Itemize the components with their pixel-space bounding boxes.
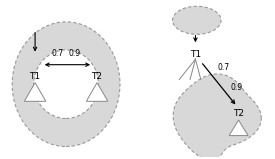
- Text: T2: T2: [92, 72, 103, 81]
- Polygon shape: [173, 74, 261, 159]
- Ellipse shape: [34, 50, 98, 118]
- Text: T1: T1: [29, 72, 41, 81]
- Ellipse shape: [172, 6, 221, 34]
- Text: 0.9: 0.9: [68, 49, 80, 59]
- Ellipse shape: [12, 22, 120, 146]
- Polygon shape: [24, 83, 46, 101]
- Text: T1: T1: [190, 50, 201, 59]
- Text: 0.7: 0.7: [217, 62, 229, 72]
- Polygon shape: [229, 120, 248, 136]
- Text: 0.7: 0.7: [52, 49, 64, 59]
- Polygon shape: [86, 83, 108, 101]
- Text: 0.9: 0.9: [230, 83, 243, 92]
- Text: T2: T2: [233, 109, 244, 118]
